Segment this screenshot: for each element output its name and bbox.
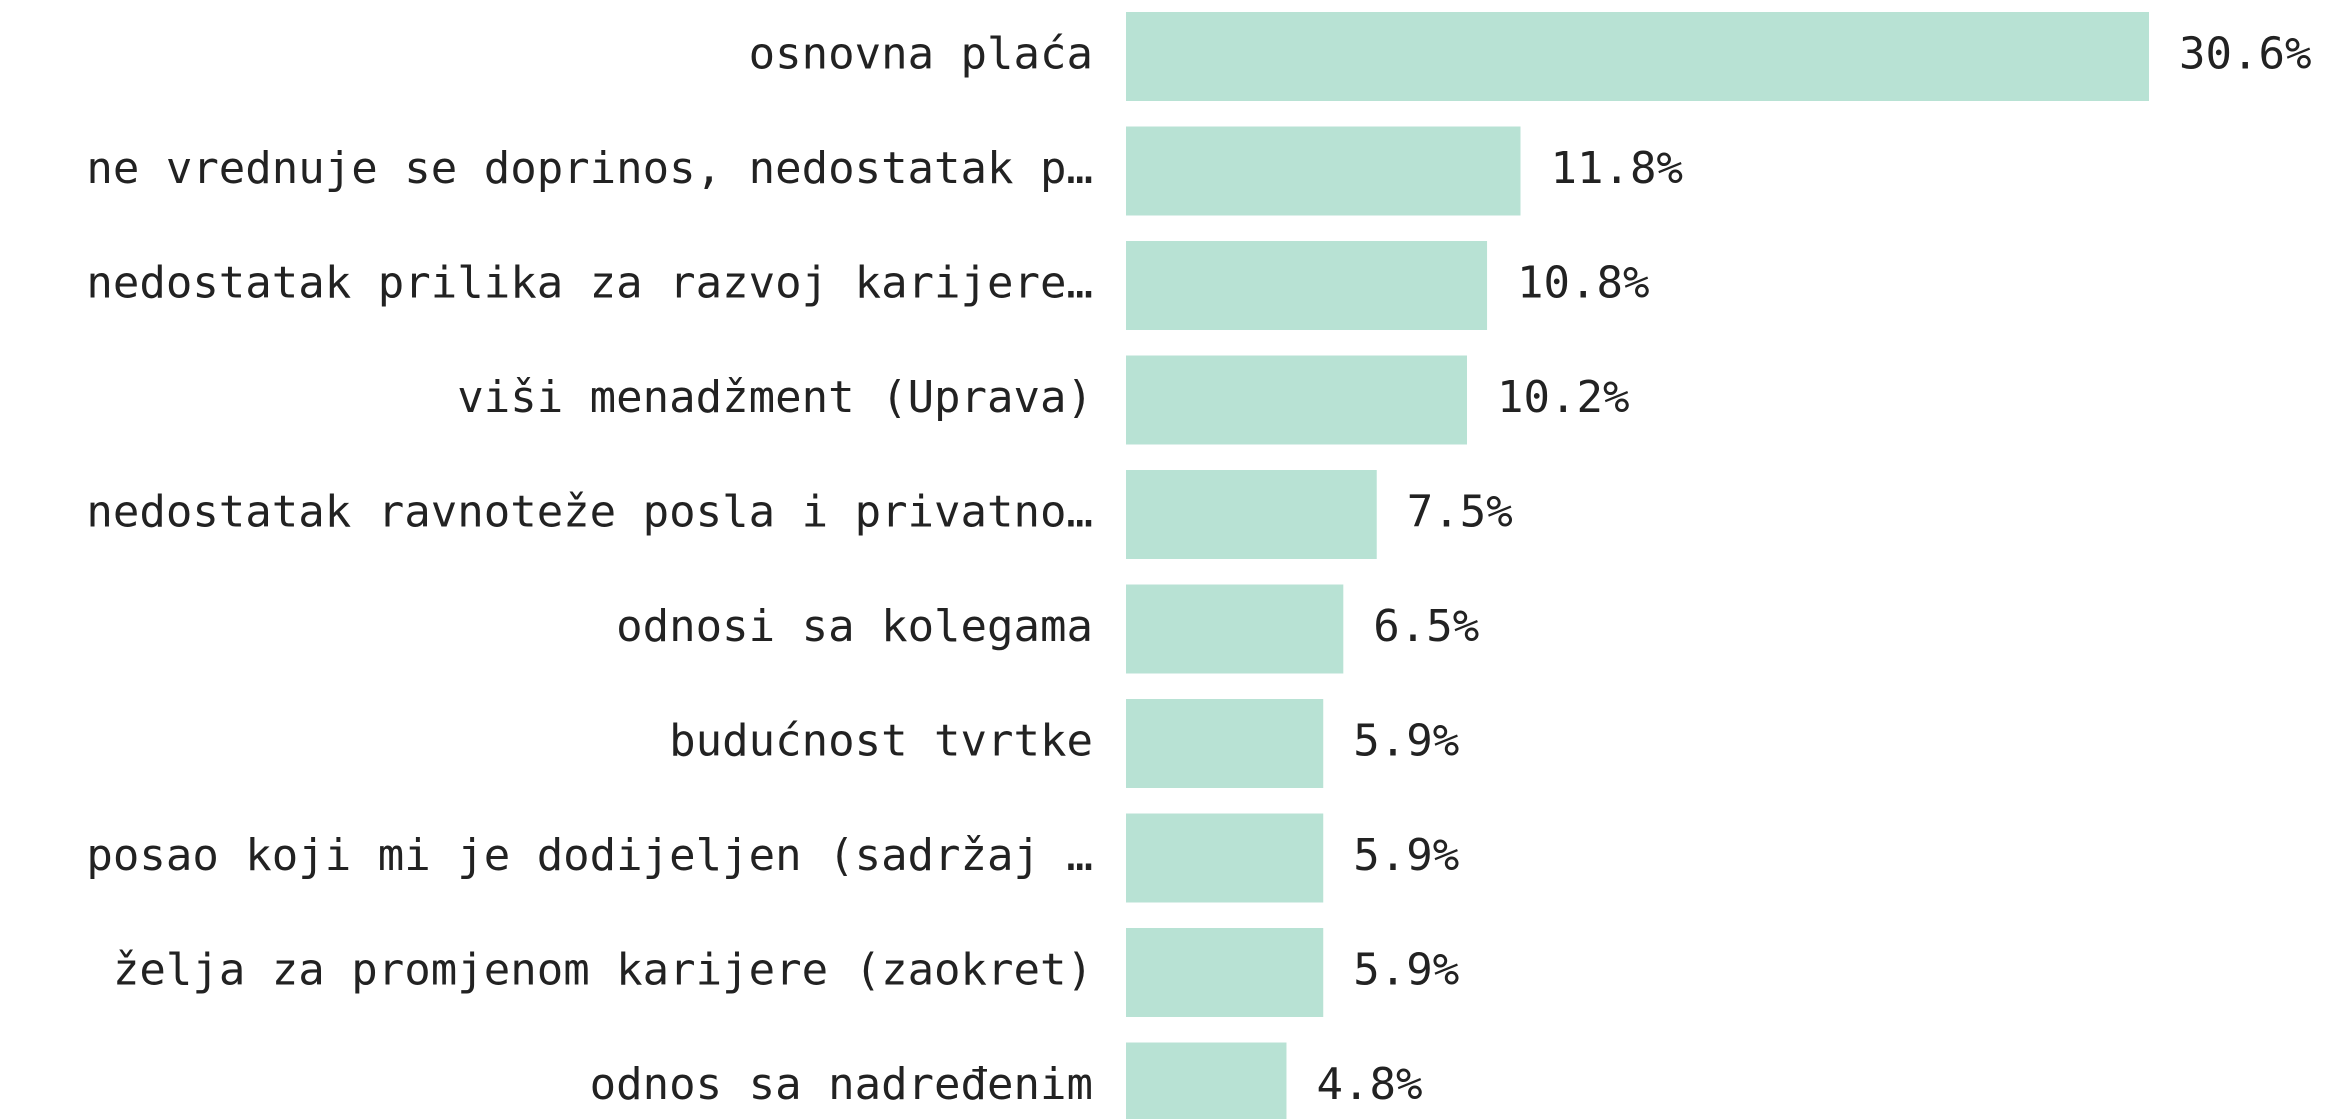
value-label: 10.8% [1517,258,1649,309]
bar [1126,928,1324,1017]
category-label: odnosi sa kolegama [616,601,1093,652]
value-label: 5.9% [1353,716,1459,767]
value-label: 11.8% [1550,143,1682,194]
value-label: 5.9% [1353,830,1459,881]
value-label: 10.2% [1497,372,1629,423]
bar [1126,355,1467,445]
category-label: želja za promjenom karijere (zaokret) [113,945,1093,996]
bar [1126,813,1324,903]
bar [1126,241,1488,330]
bar [1126,584,1344,674]
value-label: 4.8% [1316,1059,1422,1110]
bar [1126,1042,1287,1119]
category-label: budućnost tvrtke [669,716,1093,767]
bar [1126,699,1324,788]
value-label: 30.6% [2179,29,2311,80]
category-label: osnovna plaća [749,29,1093,80]
value-label: 7.5% [1407,487,1513,538]
category-label: nedostatak ravnoteže posla i privatno… [86,487,1093,538]
category-label: odnos sa nadređenim [590,1059,1093,1110]
value-label: 5.9% [1353,945,1459,996]
value-label: 6.5% [1373,601,1479,652]
category-label: ne vrednuje se doprinos, nedostatak p… [86,143,1093,194]
category-label: nedostatak prilika za razvoj karijere… [86,258,1093,309]
bar [1126,12,2149,101]
bar [1126,470,1377,559]
bar [1126,126,1521,216]
category-label: posao koji mi je dodijeljen (sadržaj … [86,830,1093,881]
category-label: viši menadžment (Uprava) [457,372,1093,423]
